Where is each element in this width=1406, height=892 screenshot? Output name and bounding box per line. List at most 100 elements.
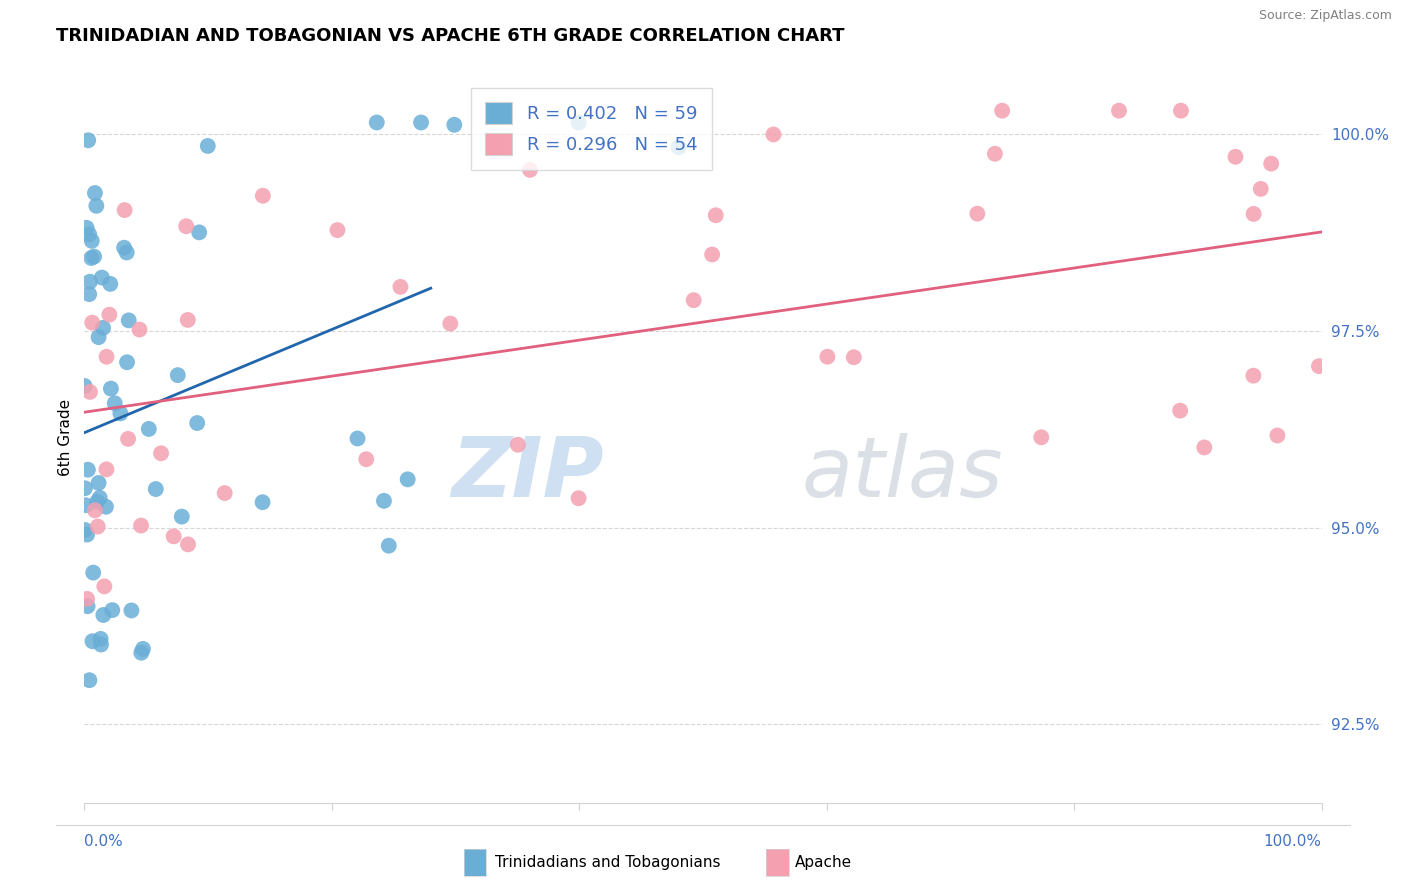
Point (668, 140, 690, 154)
Point (354, 452, 377, 467)
Point (112, 241, 135, 255)
Legend: R = 0.402   N = 59, R = 0.296   N = 54: R = 0.402 N = 59, R = 0.296 N = 54 (471, 87, 711, 169)
Point (96, 462, 118, 476)
Point (76, 591, 98, 606)
Point (1250, 182, 1272, 196)
Point (77, 227, 100, 242)
Point (1031, 430, 1053, 444)
Point (378, 539, 401, 553)
Point (101, 603, 124, 617)
Text: TRINIDADIAN AND TOBAGONIAN VS APACHE 6TH GRADE CORRELATION CHART: TRINIDADIAN AND TOBAGONIAN VS APACHE 6TH… (56, 27, 845, 45)
Point (170, 509, 193, 524)
Point (82, 634, 104, 648)
Point (682, 293, 704, 308)
Point (128, 322, 150, 336)
Point (1108, 103, 1130, 118)
Point (82, 316, 104, 330)
Point (1241, 368, 1264, 383)
Point (138, 422, 160, 436)
Point (110, 406, 132, 420)
Point (90, 638, 112, 652)
Point (80, 251, 103, 265)
Point (114, 203, 136, 218)
Point (129, 646, 152, 660)
Point (83, 250, 105, 264)
Point (98, 308, 121, 322)
Point (568, 491, 591, 506)
Point (117, 432, 139, 446)
Point (991, 103, 1014, 118)
Point (409, 115, 432, 129)
Point (129, 518, 152, 533)
Point (98, 277, 121, 291)
Point (91, 321, 114, 335)
Text: atlas: atlas (801, 434, 1004, 514)
Text: 100.0%: 100.0% (1264, 834, 1322, 849)
Point (373, 493, 395, 508)
Point (77, 133, 100, 147)
Point (84, 503, 107, 517)
Point (396, 472, 419, 486)
Point (90, 270, 112, 285)
Point (762, 128, 785, 142)
Point (96, 350, 118, 364)
Point (186, 416, 208, 430)
Point (214, 486, 236, 500)
Point (86, 519, 108, 533)
Text: Source: ZipAtlas.com: Source: ZipAtlas.com (1258, 9, 1392, 22)
Point (443, 118, 465, 132)
Point (79, 384, 101, 399)
Point (89, 491, 111, 505)
Point (1170, 103, 1192, 118)
Point (75, 498, 97, 512)
Point (104, 396, 127, 410)
Point (1243, 207, 1265, 221)
Point (86, 199, 108, 213)
Point (506, 438, 529, 452)
Point (163, 529, 186, 543)
Point (366, 115, 388, 129)
Point (177, 313, 200, 327)
Point (86, 494, 108, 508)
Y-axis label: 6th Grade: 6th Grade (58, 399, 73, 475)
Point (252, 188, 274, 202)
Point (93, 607, 115, 622)
Point (439, 317, 461, 331)
Point (174, 219, 197, 234)
Point (87, 330, 110, 344)
Point (73, 481, 96, 495)
Point (389, 280, 412, 294)
Point (326, 223, 349, 237)
Point (118, 313, 141, 327)
Point (252, 495, 274, 509)
Point (145, 482, 167, 496)
Point (94, 500, 117, 514)
Text: 0.0%: 0.0% (84, 834, 124, 849)
Point (1168, 403, 1191, 417)
Point (1194, 441, 1216, 455)
Point (77, 287, 100, 301)
Point (76, 527, 98, 541)
Point (815, 350, 838, 364)
Point (79, 673, 101, 688)
Point (346, 432, 368, 446)
Point (76, 220, 98, 235)
Text: Apache: Apache (794, 855, 852, 870)
Point (115, 245, 138, 260)
Point (166, 368, 188, 383)
Point (120, 603, 142, 617)
Point (82, 566, 104, 580)
Point (87, 475, 110, 490)
Point (90, 632, 112, 646)
Point (73, 379, 96, 393)
Point (519, 162, 541, 177)
Point (700, 247, 723, 261)
Point (84, 186, 107, 200)
Point (1225, 150, 1247, 164)
Point (115, 355, 138, 369)
Point (77, 463, 100, 477)
Point (568, 115, 591, 129)
Point (1260, 156, 1282, 170)
Point (93, 579, 115, 593)
Point (76, 599, 98, 614)
